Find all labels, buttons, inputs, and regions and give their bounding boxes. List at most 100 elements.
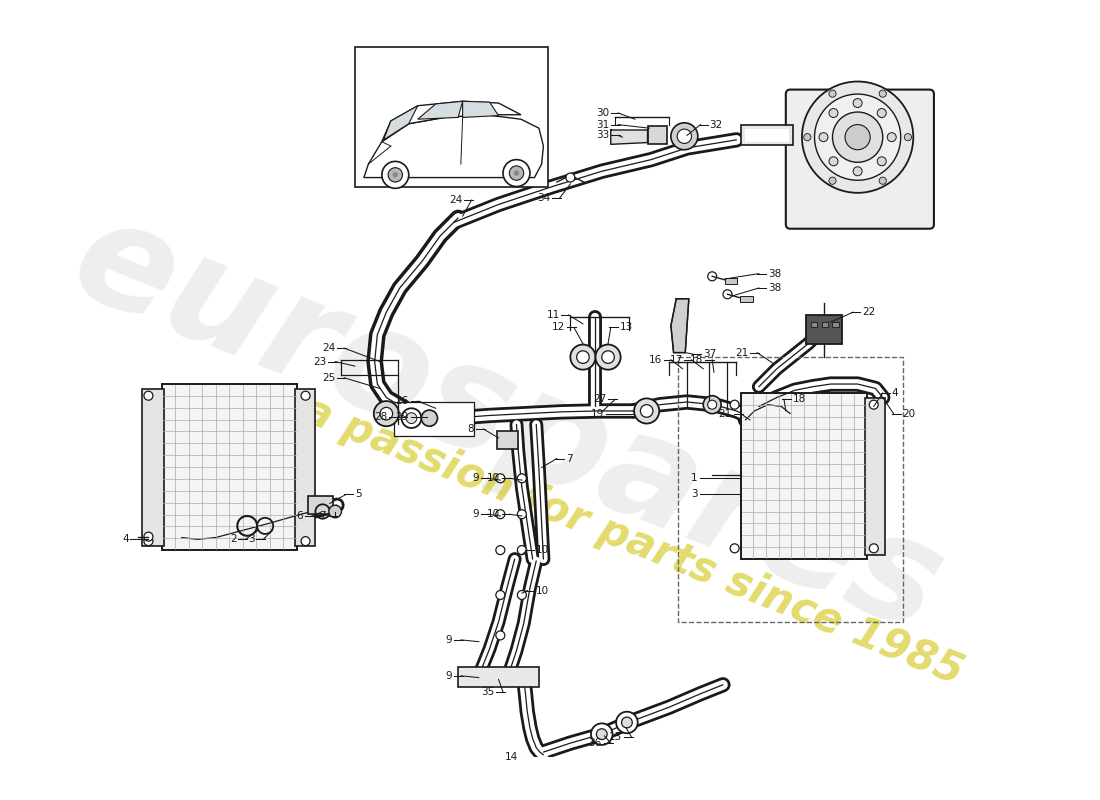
Text: 4: 4 [122,534,129,544]
Bar [458,667,539,686]
Circle shape [144,532,153,541]
Text: 10: 10 [536,545,549,555]
Text: 32: 32 [710,119,723,130]
Bar [725,278,737,284]
Circle shape [596,729,607,739]
Circle shape [888,133,896,142]
Text: 15: 15 [609,732,623,742]
Text: 13: 13 [619,322,632,333]
Text: 5: 5 [355,490,362,499]
Text: 35: 35 [481,687,494,697]
Text: 8: 8 [468,424,474,434]
Circle shape [496,510,505,518]
Circle shape [820,133,828,142]
Bar [162,384,297,550]
Circle shape [393,172,398,178]
Text: 2: 2 [230,534,236,544]
Circle shape [144,391,153,400]
Circle shape [621,717,632,728]
Circle shape [640,405,653,418]
Circle shape [869,544,878,553]
Polygon shape [364,114,543,178]
Circle shape [496,631,505,640]
Bar [678,357,902,622]
Text: 24: 24 [322,343,335,353]
Text: 9: 9 [472,474,478,483]
Circle shape [833,112,883,162]
Text: 33: 33 [596,130,609,140]
Text: 9: 9 [472,510,478,519]
Text: 16: 16 [649,354,662,365]
Circle shape [802,82,913,193]
Text: 34: 34 [538,194,551,203]
Circle shape [671,123,697,150]
Bar [806,315,843,344]
Circle shape [301,391,310,400]
Circle shape [829,157,838,166]
Polygon shape [671,298,689,353]
Circle shape [879,177,887,184]
Polygon shape [382,102,521,142]
Circle shape [591,723,613,745]
Text: 10: 10 [536,586,549,595]
Polygon shape [384,106,418,140]
Text: 21: 21 [735,348,748,358]
Bar [811,322,817,327]
Circle shape [854,98,862,107]
Circle shape [703,396,722,414]
Circle shape [854,166,862,176]
Text: 38: 38 [768,283,781,293]
Circle shape [144,537,153,546]
Text: 31: 31 [596,119,609,130]
Circle shape [595,345,620,370]
Text: 24: 24 [450,195,463,205]
Bar [497,430,518,449]
Text: 22: 22 [862,307,876,318]
Circle shape [730,400,739,409]
Circle shape [616,712,638,734]
Circle shape [571,345,595,370]
Text: eurospares: eurospares [54,186,961,662]
Bar [822,322,828,327]
Text: 21: 21 [718,409,732,418]
Circle shape [517,546,527,554]
Text: 26: 26 [396,396,409,406]
Text: 11: 11 [547,310,560,320]
Circle shape [634,398,659,423]
Circle shape [730,544,739,553]
Circle shape [845,125,870,150]
Text: 38: 38 [768,269,781,278]
Circle shape [878,109,887,118]
Circle shape [517,590,527,599]
Circle shape [517,474,527,482]
Text: 6: 6 [296,511,303,521]
Text: 37: 37 [703,350,716,359]
Circle shape [421,410,438,426]
Circle shape [496,590,505,599]
Bar [741,126,793,146]
Text: 4: 4 [892,388,899,398]
Circle shape [829,90,836,98]
Text: 7: 7 [565,454,572,463]
Circle shape [503,160,530,186]
Circle shape [707,400,717,409]
FancyBboxPatch shape [785,90,934,229]
Text: 20: 20 [902,409,915,418]
Circle shape [869,400,878,409]
Text: 29: 29 [396,412,409,422]
Polygon shape [610,130,648,144]
Text: 36: 36 [588,738,602,748]
Text: 9: 9 [446,635,452,645]
Circle shape [678,129,692,143]
Circle shape [496,474,505,482]
Circle shape [576,351,590,363]
Text: 10: 10 [487,474,500,483]
Text: 27: 27 [593,394,606,404]
Text: 25: 25 [322,373,335,382]
Circle shape [514,170,519,176]
Text: 17: 17 [669,354,683,365]
Text: 19: 19 [591,409,605,418]
Circle shape [406,413,417,423]
Circle shape [382,162,409,188]
Bar [745,129,790,142]
